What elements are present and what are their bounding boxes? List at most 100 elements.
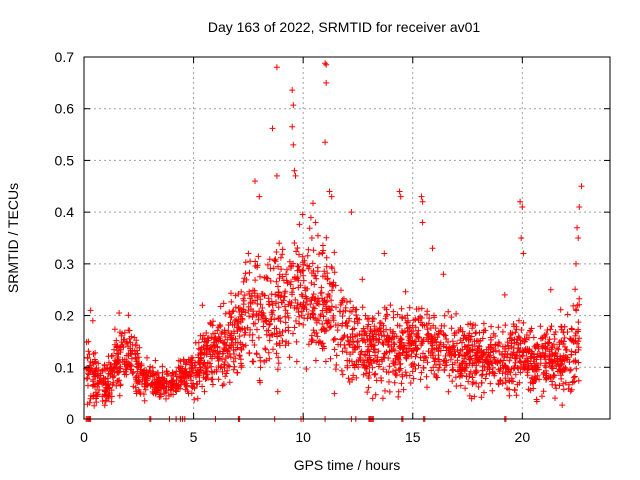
data-point — [558, 360, 565, 367]
data-point — [490, 365, 496, 371]
data-point — [481, 389, 487, 396]
data-point — [117, 381, 124, 388]
data-point — [272, 258, 279, 265]
data-point — [513, 392, 520, 399]
data-point — [279, 251, 286, 258]
data-point — [317, 339, 324, 346]
data-point — [571, 373, 578, 380]
data-point — [450, 366, 456, 373]
data-point — [468, 333, 475, 340]
data-point — [548, 363, 554, 370]
data-point — [95, 391, 101, 398]
data-point — [574, 328, 581, 335]
data-point — [446, 372, 453, 379]
data-point — [315, 301, 322, 308]
data-point — [332, 336, 338, 343]
data-point — [236, 333, 243, 340]
data-point — [338, 299, 345, 306]
data-point — [136, 389, 143, 396]
data-point — [297, 282, 304, 289]
data-point — [329, 303, 335, 310]
data-point — [264, 275, 271, 282]
data-point — [132, 342, 139, 349]
data-point — [210, 348, 217, 355]
data-point — [246, 332, 253, 338]
data-point — [263, 331, 270, 338]
data-point — [476, 358, 483, 365]
data-point — [221, 331, 228, 338]
data-point — [330, 337, 337, 343]
data-point — [289, 291, 296, 298]
data-point — [449, 367, 456, 374]
data-point — [203, 345, 209, 352]
data-point — [451, 342, 457, 349]
data-point — [514, 381, 521, 388]
data-point — [117, 365, 124, 372]
data-point — [283, 271, 289, 278]
plot-frame — [83, 56, 611, 420]
data-point — [342, 304, 349, 311]
data-point — [255, 334, 262, 341]
data-point — [267, 265, 274, 272]
data-point — [273, 172, 280, 179]
data-point — [423, 373, 430, 380]
data-point — [254, 292, 261, 299]
data-point — [280, 297, 287, 304]
data-point — [228, 344, 235, 351]
data-point — [290, 260, 297, 267]
data-point — [285, 314, 292, 321]
data-point — [419, 219, 426, 226]
data-point — [537, 323, 544, 330]
data-point — [395, 388, 402, 395]
data-point — [404, 325, 411, 332]
data-point — [511, 355, 518, 362]
data-point — [126, 327, 133, 334]
data-point — [327, 323, 334, 330]
data-point — [403, 355, 410, 362]
data-point — [384, 311, 391, 318]
data-point — [266, 355, 273, 362]
data-point — [194, 395, 201, 402]
data-point — [324, 294, 331, 301]
data-point — [433, 361, 439, 368]
data-point — [554, 357, 561, 364]
data-point — [469, 346, 476, 353]
data-point — [210, 318, 216, 325]
data-point — [214, 343, 221, 350]
data-point — [159, 363, 166, 370]
data-point — [531, 343, 538, 350]
data-point — [312, 219, 319, 226]
data-point — [367, 357, 374, 363]
data-point — [397, 360, 404, 367]
data-point — [117, 346, 124, 353]
data-point — [133, 337, 140, 344]
data-point — [541, 369, 547, 376]
data-point — [340, 295, 347, 302]
data-point — [418, 305, 425, 312]
data-point — [543, 360, 550, 367]
data-point — [431, 314, 438, 321]
data-point — [84, 375, 91, 382]
data-point — [540, 371, 547, 378]
data-point — [169, 370, 176, 377]
data-point — [574, 302, 581, 309]
data-point — [441, 367, 448, 374]
data-point — [252, 258, 259, 265]
data-point — [372, 349, 378, 356]
data-point — [428, 333, 434, 340]
data-point — [541, 353, 548, 360]
data-point — [220, 381, 227, 388]
data-point — [249, 358, 256, 365]
data-point — [459, 328, 466, 335]
data-point — [163, 378, 170, 385]
data-point — [468, 395, 475, 402]
data-point — [282, 307, 289, 314]
y-tick-label: 0 — [66, 411, 74, 427]
data-point — [552, 349, 559, 356]
data-point — [508, 365, 515, 372]
data-point — [562, 379, 569, 386]
data-point — [267, 316, 274, 322]
data-point — [209, 351, 216, 358]
data-point — [120, 336, 127, 343]
